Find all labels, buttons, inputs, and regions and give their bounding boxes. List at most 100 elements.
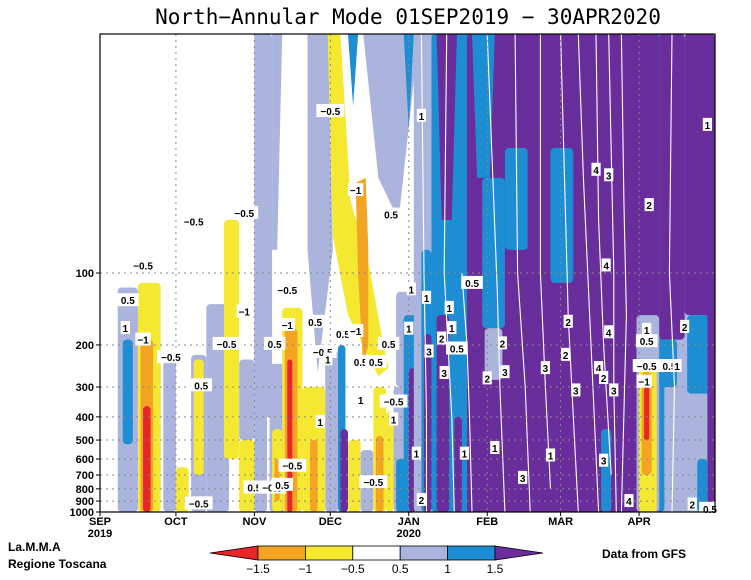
contour-label-bg [230,205,259,219]
contour-label-bg [129,258,157,272]
contour-label: 4 [624,494,634,508]
contour-label-text: 2 [689,500,695,511]
contour-label: 1 [447,321,457,335]
colorbar-swatch [304,545,354,561]
field-cell [143,405,151,512]
field-cell [122,339,133,445]
contour-label: 1 [444,300,454,315]
field-stream [363,34,419,220]
field-stream [254,34,267,417]
x-tick-year: 2019 [88,528,112,540]
chart-title: North−Annular Mode 01SEP2019 − 30APR2020 [155,5,661,29]
contour-label: 0.5 [263,336,286,351]
contour-label-text: 1 [674,362,680,373]
contour-label-bg [278,458,307,472]
contour-label: 2 [644,198,654,212]
contour-label: 2 [416,492,427,507]
contour-label-bg [236,304,252,318]
y-tick-label: 400 [76,412,94,424]
contour-line [608,34,617,512]
field-stream [327,34,389,377]
contour-label-text: 3 [502,368,508,379]
contour-label-text: 1 [492,444,498,455]
contour-label-bg [624,494,634,508]
contour-label: −1 [279,317,295,332]
contour-label: 3 [609,383,619,397]
contour-label: 0.5 [271,477,294,492]
contour-label-bg [702,117,713,131]
field-cell [601,429,612,512]
contour-label-bg [135,332,151,346]
field-stream [307,34,333,373]
contour-label-text: −0.5 [184,218,204,229]
contour-label-bg [356,393,366,407]
contour-label: 0.5 [380,207,402,222]
contour-label: 2 [482,371,492,385]
contour-label-text: 1 [644,326,650,337]
contour-label-text: 3 [573,386,579,397]
contour-label-text: 2 [682,323,688,334]
contour-line [560,34,579,512]
contour-label-text: 2 [419,496,425,507]
contour-label: 4 [601,258,611,272]
contour-label-text: 1 [358,396,364,407]
contour-label-text: 2 [439,335,445,346]
contour-label-text: 0.5 [194,381,208,392]
contour-label-text: 0.5 [382,340,396,351]
x-tick-month: OCT [164,516,188,528]
contour-label-bg [635,334,658,348]
colorbar-label: −1.5 [246,562,270,576]
x-tick-month: MAR [548,516,573,528]
contour-label: 2 [497,336,508,350]
x-tick-month: APR [627,516,650,528]
contour-label: −0.5 [179,214,208,229]
contour-label: 1 [642,322,652,337]
contour-label-text: 1 [391,415,397,426]
contour-lines [420,34,676,512]
contour-label: 1 [356,393,366,407]
contour-label-bg [273,283,302,297]
contour-label: 0.5 [461,275,483,290]
contour-label: 1 [490,441,500,455]
contour-labels: 0.5−0.51−1−0.5−0.50.5−0.5−0.5−0.5−10.5−0… [117,104,721,516]
contour-label-bg [642,322,652,336]
contour-label: −0.5 [184,496,213,510]
contour-label-text: 3 [543,364,549,375]
contour-label-bg [416,108,427,122]
x-tick-month: NOV [242,516,267,528]
colorbar-tip-high [494,545,544,561]
contour-label: 2 [687,497,697,511]
contour-line [595,34,612,476]
contour-label-text: 2 [484,374,490,385]
contour-label-text: 1 [462,450,468,461]
contour-label: 0.5 [699,501,721,516]
contour-label-bg [406,282,416,296]
contour-label-bg [604,325,614,339]
contour-label: 0.5 [304,314,326,329]
contour-label-bg [347,324,364,338]
field-cell [396,458,407,512]
contour-line [620,34,627,512]
contour-label: −0.5 [359,475,388,489]
contour-label: −0.5 [212,336,241,351]
colorbar-label: 0.5 [392,562,409,576]
colorbar-tip-low [209,545,259,561]
contour-label-bg [591,162,601,176]
field-cell [550,148,574,283]
contour-label-bg [156,350,185,364]
contour-label-bg [540,361,551,375]
contour-label-text: 1 [419,112,425,123]
field-cell [310,440,318,512]
contour-label-text: 2 [500,339,506,350]
contour-label: −0.5 [156,350,185,364]
contour-label-text: −1 [638,378,650,389]
contour-label-text: 0.5 [662,362,676,373]
contour-label-bg [444,300,454,314]
contour-label: 1 [120,321,130,335]
field-cell [697,458,708,512]
contour-label: 1 [411,446,421,461]
contour-label-text: −0.5 [277,286,297,297]
contour-line [577,34,600,512]
contour-label-bg [599,371,609,385]
